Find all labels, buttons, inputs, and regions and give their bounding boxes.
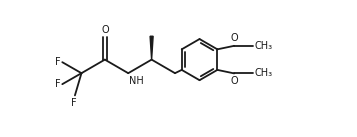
Text: CH₃: CH₃ xyxy=(255,41,273,51)
Polygon shape xyxy=(150,36,153,60)
Text: NH: NH xyxy=(129,76,144,86)
Text: O: O xyxy=(101,25,109,35)
Text: F: F xyxy=(55,57,60,67)
Text: CH₃: CH₃ xyxy=(255,68,273,78)
Text: F: F xyxy=(71,98,77,108)
Text: F: F xyxy=(55,79,60,89)
Text: O: O xyxy=(230,33,238,43)
Text: O: O xyxy=(230,76,238,86)
